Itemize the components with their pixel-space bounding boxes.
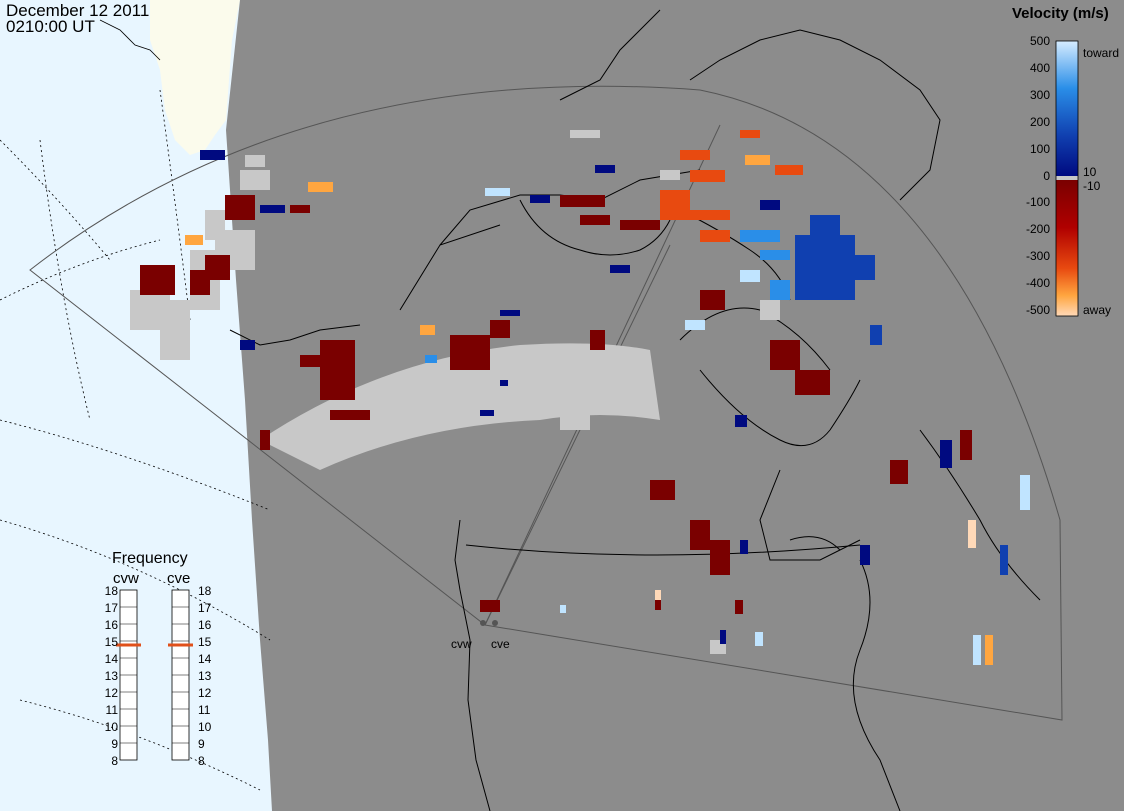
radar-sites: [480, 620, 498, 626]
toward-high-scatter: [485, 188, 1030, 665]
radar-site-cvw: [480, 620, 486, 626]
frequency-tick: 11: [105, 703, 118, 717]
frequency-tick: 18: [198, 584, 212, 598]
frequency-bar-lines: [120, 606, 189, 744]
velocity-colorbar: [1055, 40, 1079, 317]
radar-label-cve: cve: [491, 637, 510, 651]
colorbar-tick: -200: [1025, 222, 1050, 236]
daylit-land-coast: [99, 19, 161, 61]
toward-mid-scatter: [795, 215, 1008, 575]
away-mid-scatter: [660, 130, 803, 242]
frequency-tick: 17: [198, 601, 212, 615]
colorbar-away-label: away: [1083, 303, 1112, 317]
ground-scatter: [130, 130, 780, 654]
frequency-tick: 10: [104, 720, 118, 734]
night-region: [226, 0, 1124, 811]
colorbar-tick: 400: [1029, 61, 1050, 75]
colorbar-title: Velocity (m/s): [1012, 5, 1109, 22]
frequency-tick: 13: [198, 669, 212, 683]
frequency-tick: 10: [198, 720, 212, 734]
toward-low-scatter: [200, 150, 952, 644]
colorbar-tick: -500: [1025, 303, 1050, 317]
grid-lines: [0, 89, 271, 791]
frequency-tick: 8: [111, 754, 118, 768]
radar-label-cvw: cvw: [451, 637, 472, 651]
frequency-tick: 13: [104, 669, 118, 683]
away-highest-scatter: [655, 520, 976, 600]
colorbar-tick: 200: [1029, 115, 1050, 129]
daylit-land: [150, 0, 240, 155]
frequency-radar-cve: cve: [167, 570, 191, 587]
frequency-tick: 12: [104, 686, 118, 700]
colorbar-tick: 500: [1029, 34, 1050, 48]
frequency-tick: 18: [104, 584, 118, 598]
frequency-tick: 12: [198, 686, 212, 700]
frequency-tick: 8: [198, 754, 205, 768]
toward-light-scatter: [425, 230, 790, 363]
away-high-scatter: [185, 155, 993, 665]
colorbar-tick: -100: [1025, 195, 1050, 209]
colorbar-tick: 0: [1043, 169, 1050, 183]
colorbar-tick: -10: [1083, 179, 1101, 193]
frequency-tick: 15: [104, 635, 118, 649]
colorbar-tick: 300: [1029, 88, 1050, 102]
colorbar-tick: -400: [1025, 276, 1050, 290]
frequency-title: Frequency: [112, 550, 188, 567]
frequency-tick: 17: [104, 601, 118, 615]
colorbar-tick: 10: [1083, 165, 1097, 179]
frequency-tick: 9: [198, 737, 205, 751]
frequency-tick: 14: [104, 652, 118, 666]
frequency-tick: 11: [198, 703, 211, 717]
frequency-tick: 15: [198, 635, 212, 649]
frequency-radar-cvw: cvw: [113, 570, 139, 587]
away-low-scatter: [140, 195, 972, 614]
colorbar-tick: 100: [1029, 142, 1050, 156]
colorbar-tick: -300: [1025, 249, 1050, 263]
radar-site-cve: [492, 620, 498, 626]
date-label: December 12 2011: [6, 1, 150, 20]
frequency-tick: 14: [198, 652, 212, 666]
colorbar-toward-label: toward: [1083, 46, 1120, 60]
frequency-tick: 16: [198, 618, 212, 632]
time-label: 0210:00 UT: [6, 17, 95, 36]
frequency-tick: 16: [104, 618, 118, 632]
frequency-tick: 9: [111, 737, 118, 751]
